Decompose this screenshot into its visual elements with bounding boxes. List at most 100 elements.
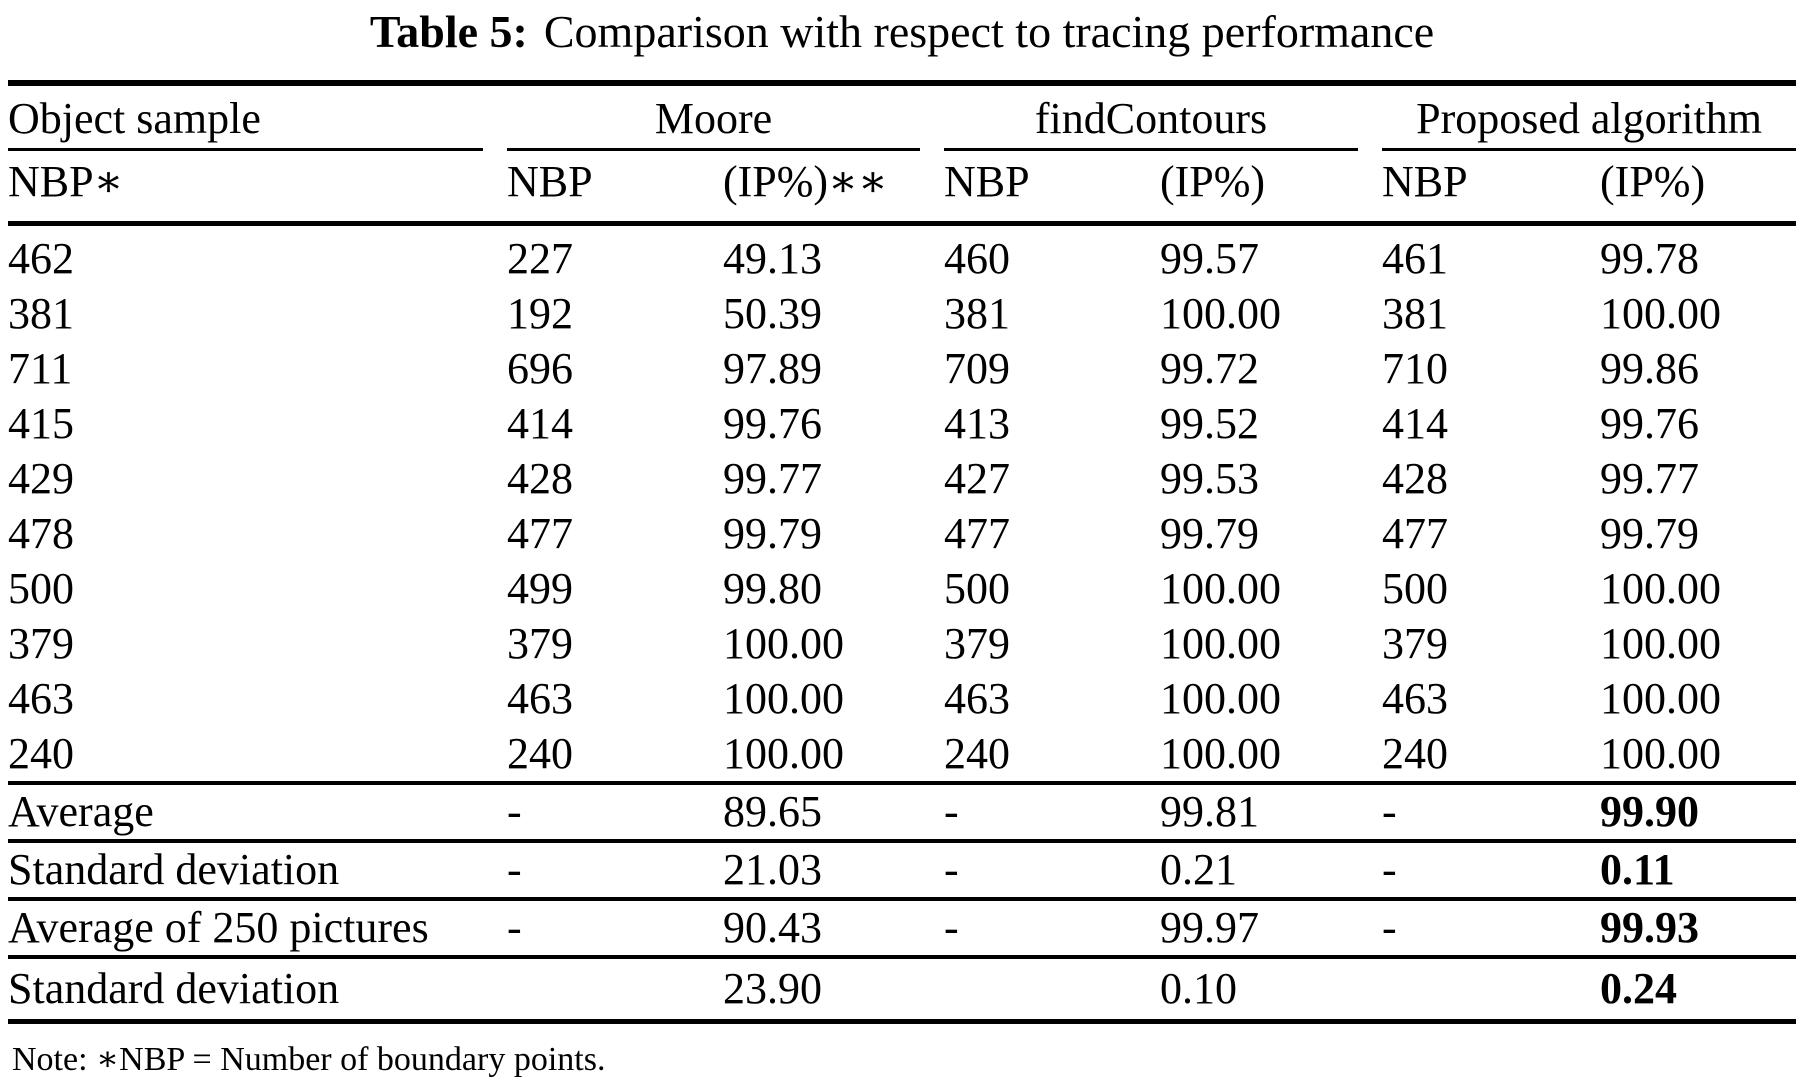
cell-findcontours-ip: 99.79 (1160, 508, 1259, 558)
cell-moore-nbp: 477 (507, 508, 573, 558)
cell-findcontours-ip: 100.00 (1160, 728, 1281, 778)
cell-moore-ip: 100.00 (723, 728, 844, 778)
table-row: 379 379 100.00 379 100.00 379 100.00 (8, 616, 1796, 671)
cell-moore-nbp (507, 957, 723, 1022)
cell-proposed-nbp: 461 (1382, 233, 1449, 283)
table-row: 415 414 99.76 413 99.52 414 99.76 (8, 396, 1796, 451)
table-row: 381 192 50.39 381 100.00 381 100.00 (8, 286, 1796, 341)
cell-moore-nbp: 240 (507, 728, 573, 778)
cell-moore-nbp: 379 (507, 618, 573, 668)
cell-findcontours-nbp: 709 (944, 343, 1010, 393)
cell-proposed-ip: 99.79 (1600, 508, 1700, 558)
cell-sample: 478 (8, 508, 74, 558)
cell-findcontours-nbp: 463 (944, 673, 1010, 723)
cell-sample: 463 (8, 673, 74, 723)
cell-findcontours-nbp (944, 957, 1160, 1022)
cell-proposed-ip: 100.00 (1600, 618, 1722, 668)
summary-row-standard-deviation-250: Standard deviation 23.90 0.10 0.24 (8, 957, 1797, 1022)
cell-findcontours-ip: 100.00 (1160, 673, 1281, 723)
cell-proposed-ip: 99.90 (1600, 787, 1700, 836)
cell-proposed-nbp: 428 (1382, 453, 1449, 503)
subheader-object-nbp: NBP∗ (8, 151, 507, 226)
subheader-moore-nbp: NBP (507, 151, 723, 226)
table-row: 711 696 97.89 709 99.72 710 99.86 (8, 341, 1796, 396)
column-header-object-sample: Object sample (8, 83, 507, 151)
cell-proposed-ip: 99.86 (1600, 343, 1700, 393)
cell-findcontours-ip: 99.72 (1160, 343, 1259, 393)
cell-proposed-ip: 100.00 (1600, 728, 1722, 778)
group-header-proposed-algorithm: Proposed algorithm (1382, 83, 1797, 151)
table-footnote: Note: ∗NBP = Number of boundary points. (12, 1041, 606, 1078)
cell-sample: 462 (8, 233, 74, 283)
cell-findcontours-ip: 99.57 (1160, 233, 1259, 283)
cell-findcontours-ip: 99.97 (1160, 903, 1259, 952)
cell-moore-ip: 100.00 (723, 673, 844, 723)
cell-findcontours-nbp: 500 (944, 563, 1010, 613)
cell-findcontours-ip: 99.81 (1160, 787, 1259, 836)
cell-findcontours-nbp: 240 (944, 728, 1010, 778)
cell-proposed-nbp: 240 (1382, 728, 1449, 778)
cell-moore-nbp: 499 (507, 563, 573, 613)
summary-label: Standard deviation (8, 845, 340, 894)
cell-proposed-ip: 0.11 (1600, 845, 1675, 894)
subheader-findcontours-ip: (IP%) (1160, 151, 1383, 226)
cell-findcontours-ip: 99.52 (1160, 398, 1259, 448)
cell-findcontours-ip: 100.00 (1160, 288, 1281, 338)
table-caption-text: Comparison with respect to tracing perfo… (543, 6, 1435, 57)
table-row: 500 499 99.80 500 100.00 500 100.00 (8, 561, 1796, 616)
summary-row-average-250-pictures: Average of 250 pictures - 90.43 - 99.97 … (8, 899, 1797, 957)
cell-moore-ip: 100.00 (723, 618, 844, 668)
cell-moore-nbp: - (507, 903, 522, 952)
cell-sample: 381 (8, 288, 74, 338)
cell-findcontours-nbp: 460 (944, 233, 1010, 283)
cell-sample: 415 (8, 398, 74, 448)
cell-moore-nbp: - (507, 787, 522, 836)
group-header-findcontours: findContours (944, 83, 1382, 151)
cell-moore-nbp: 227 (507, 233, 573, 283)
cell-findcontours-nbp: 427 (944, 453, 1010, 503)
subheader-moore-ip: (IP%)∗∗ (723, 151, 944, 226)
cell-proposed-nbp: - (1382, 845, 1397, 894)
sub-header-row: NBP∗ NBP (IP%)∗∗ NBP (IP%) NBP (IP%) (8, 151, 1797, 226)
cell-proposed-ip: 99.77 (1600, 453, 1700, 503)
table-row: 463 463 100.00 463 100.00 463 100.00 (8, 671, 1796, 726)
cell-sample: 429 (8, 453, 74, 503)
cell-moore-nbp: 414 (507, 398, 573, 448)
group-header-row: Object sample Moore findContours Propose… (8, 83, 1797, 151)
cell-sample: 500 (8, 563, 74, 613)
cell-sample: 379 (8, 618, 74, 668)
cell-sample: 711 (8, 343, 73, 393)
table-row: 240 240 100.00 240 100.00 240 100.00 (8, 726, 1796, 783)
subheader-proposed-nbp: NBP (1382, 151, 1601, 226)
table-row: 462 227 49.13 460 99.57 461 99.78 (8, 224, 1796, 287)
cell-moore-ip: 21.03 (723, 845, 822, 894)
cell-proposed-nbp: 477 (1382, 508, 1449, 558)
cell-moore-ip: 97.89 (723, 343, 822, 393)
summary-label: Standard deviation (8, 964, 340, 1013)
cell-findcontours-nbp: - (944, 903, 959, 952)
table-caption-number: Table 5: (369, 6, 528, 57)
cell-proposed-nbp: - (1382, 787, 1397, 836)
cell-proposed-ip: 0.24 (1600, 964, 1678, 1013)
cell-findcontours-ip: 100.00 (1160, 563, 1281, 613)
cell-proposed-nbp: 414 (1382, 398, 1449, 448)
cell-findcontours-nbp: 379 (944, 618, 1010, 668)
summary-row-standard-deviation: Standard deviation - 21.03 - 0.21 - 0.11 (8, 841, 1797, 899)
cell-proposed-nbp: 381 (1382, 288, 1449, 338)
cell-findcontours-nbp: 413 (944, 398, 1010, 448)
cell-findcontours-ip: 0.21 (1160, 845, 1237, 894)
cell-proposed-ip: 100.00 (1600, 563, 1722, 613)
cell-moore-ip: 89.65 (723, 787, 822, 836)
cell-moore-ip: 23.90 (723, 964, 822, 1013)
group-header-moore: Moore (507, 83, 944, 151)
subheader-proposed-ip: (IP%) (1600, 151, 1797, 226)
cell-moore-ip: 99.76 (723, 398, 822, 448)
cell-moore-nbp: 192 (507, 288, 573, 338)
subheader-findcontours-nbp: NBP (944, 151, 1160, 226)
cell-proposed-nbp: 463 (1382, 673, 1449, 723)
cell-findcontours-nbp: 381 (944, 288, 1010, 338)
cell-moore-ip: 90.43 (723, 903, 822, 952)
table-caption: Table 5: Comparison with respect to traci… (0, 0, 1804, 58)
cell-moore-ip: 99.79 (723, 508, 822, 558)
cell-moore-ip: 50.39 (723, 288, 822, 338)
